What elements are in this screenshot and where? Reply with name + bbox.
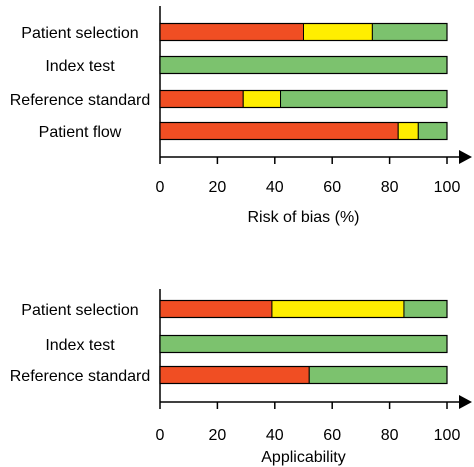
chart1-x-tick-label: 80 <box>381 179 399 196</box>
chart2-bar-segment <box>308 366 448 384</box>
chart1-bar-segment <box>303 23 373 41</box>
chart1-x-axis-title: Risk of bias (%) <box>247 209 359 226</box>
chart1-category-label: Reference standard <box>10 92 151 109</box>
chart2-bar-outline <box>159 365 448 385</box>
chart2-bar-segment <box>159 335 448 353</box>
chart2-bar-segment <box>159 366 310 384</box>
chart1-bar-outline <box>159 121 448 141</box>
chart2-category-label: Reference standard <box>10 368 151 385</box>
chart1-bar-outline <box>159 55 448 75</box>
chart1-bar-segment <box>159 90 244 108</box>
chart1-bar-segment <box>159 23 304 41</box>
chart2-category-label: Index test <box>45 337 115 354</box>
chart1-category-label: Patient flow <box>39 124 122 141</box>
chart2-x-axis-arrowhead <box>459 395 472 409</box>
chart1-bar-outline <box>159 22 448 42</box>
chart1-bar-segment <box>397 122 419 140</box>
chart1-bar-segment <box>159 122 399 140</box>
chart2-x-tick-label: 60 <box>323 427 341 444</box>
chart1-bar-segment <box>371 23 448 41</box>
chart1-bar-segment <box>159 56 448 74</box>
chart2-bar-segment <box>403 300 448 318</box>
chart1-x-tick-label: 0 <box>156 179 165 196</box>
chart1-bar-segment <box>280 90 448 108</box>
chart1-bar-outline <box>159 89 448 109</box>
chart2-x-tick-label: 40 <box>266 427 284 444</box>
chart2-x-axis-title: Applicability <box>261 449 345 466</box>
chart1-x-tick-label: 40 <box>266 179 284 196</box>
chart1-x-axis-arrowhead <box>459 150 472 164</box>
chart2-x-tick-label: 100 <box>434 427 461 444</box>
chart2-x-tick-label: 20 <box>209 427 227 444</box>
chart1-x-tick-label: 60 <box>323 179 341 196</box>
chart2-category-label: Patient selection <box>21 302 138 319</box>
chart1-bar-segment <box>242 90 282 108</box>
chart1-category-label: Patient selection <box>21 25 138 42</box>
chart1-x-tick-label: 100 <box>434 179 461 196</box>
chart2-x-tick-label: 0 <box>156 427 165 444</box>
chart2-bar-segment <box>159 300 273 318</box>
chart2-bar-segment <box>271 300 405 318</box>
chart2-x-tick-label: 80 <box>381 427 399 444</box>
chart1-category-label: Index test <box>45 58 115 75</box>
chart2-bar-outline <box>159 334 448 354</box>
chart1-x-tick-label: 20 <box>209 179 227 196</box>
chart1-bar-segment <box>417 122 448 140</box>
chart2-bar-outline <box>159 299 448 319</box>
